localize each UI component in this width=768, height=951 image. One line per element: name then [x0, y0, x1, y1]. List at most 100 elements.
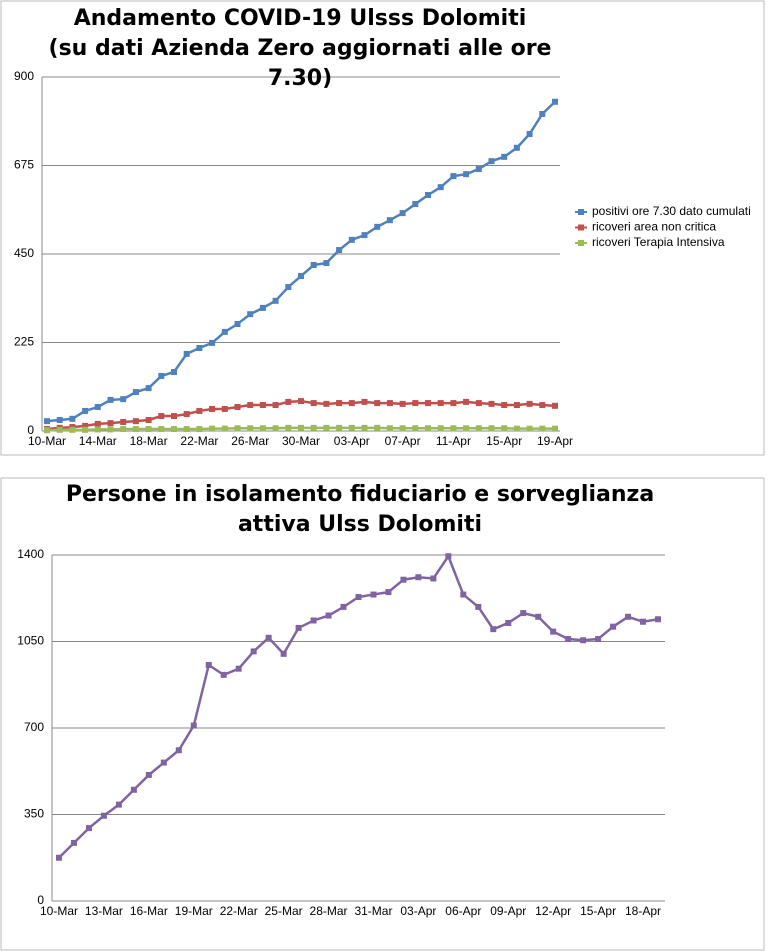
- data-point: [280, 650, 287, 657]
- data-point: [247, 402, 254, 409]
- data-point: [355, 594, 362, 601]
- data-point: [145, 426, 152, 433]
- data-point: [565, 636, 572, 643]
- data-point: [445, 553, 452, 560]
- data-point: [336, 424, 343, 431]
- data-point: [265, 634, 272, 641]
- data-point: [655, 616, 661, 623]
- data-point: [552, 425, 558, 432]
- y-tick-label: 0: [37, 893, 44, 907]
- data-point: [450, 425, 457, 432]
- data-point: [94, 420, 101, 427]
- chart-frame: [0, 0, 765, 456]
- data-point: [183, 411, 190, 418]
- data-point: [370, 591, 377, 598]
- data-point: [250, 648, 257, 655]
- data-point: [552, 402, 558, 409]
- y-tick-label: 0: [27, 423, 34, 437]
- data-point: [399, 210, 406, 217]
- data-point: [70, 839, 77, 846]
- data-point: [463, 171, 470, 178]
- data-point: [625, 613, 632, 620]
- legend-label: positivi ore 7.30 dato cumulati: [592, 204, 751, 218]
- data-point: [235, 665, 242, 672]
- data-point: [526, 425, 533, 432]
- x-tick-label: 10-Mar: [40, 904, 78, 918]
- data-point: [539, 402, 546, 409]
- y-tick-label: 350: [24, 807, 44, 821]
- data-point: [415, 574, 422, 581]
- data-point: [85, 825, 92, 832]
- x-tick-label: 26-Mar: [231, 434, 269, 448]
- y-tick-label: 1050: [17, 634, 44, 648]
- data-point: [221, 328, 228, 335]
- data-point: [209, 339, 216, 346]
- data-point: [437, 400, 444, 407]
- data-point: [158, 426, 165, 433]
- data-point: [386, 217, 393, 224]
- data-point: [501, 402, 508, 409]
- x-tick-label: 18-Apr: [625, 904, 661, 918]
- data-point: [374, 400, 381, 407]
- data-point: [82, 422, 89, 429]
- x-tick-label: 25-Mar: [265, 904, 303, 918]
- data-point: [94, 404, 101, 411]
- data-point: [488, 158, 495, 165]
- data-point: [526, 400, 533, 407]
- x-tick-label: 15-Apr: [580, 904, 616, 918]
- data-point: [580, 637, 587, 644]
- chart-subtitle: (su dati Azienda Zero aggiornati alle or…: [48, 36, 552, 91]
- data-point: [374, 424, 381, 431]
- data-point: [450, 173, 457, 180]
- data-point: [513, 402, 520, 409]
- data-point: [463, 425, 470, 432]
- data-point: [325, 612, 332, 619]
- data-point: [348, 424, 355, 431]
- data-point: [44, 427, 50, 434]
- y-tick-label: 700: [24, 720, 44, 734]
- y-tick-label: 225: [14, 335, 34, 349]
- data-point: [385, 589, 392, 596]
- x-tick-label: 06-Apr: [445, 904, 481, 918]
- y-tick-label: 1400: [17, 547, 44, 561]
- data-point: [374, 223, 381, 230]
- data-point: [69, 426, 76, 433]
- data-point: [44, 418, 50, 425]
- data-point: [171, 413, 177, 420]
- data-point: [552, 98, 558, 105]
- data-point: [361, 424, 368, 431]
- data-point: [526, 131, 533, 138]
- series-line: [46, 100, 556, 423]
- data-point: [196, 426, 203, 433]
- x-tick-label: 15-Apr: [486, 434, 522, 448]
- data-point: [209, 425, 216, 432]
- data-point: [82, 426, 89, 433]
- data-point: [120, 418, 127, 425]
- data-point: [348, 400, 355, 407]
- x-tick-label: 09-Apr: [490, 904, 526, 918]
- data-point: [100, 812, 107, 819]
- data-point: [400, 576, 407, 583]
- chart-frame: [0, 477, 765, 951]
- data-point: [171, 426, 177, 433]
- data-point: [94, 426, 101, 433]
- y-tick-label: 900: [14, 69, 34, 83]
- data-point: [183, 426, 190, 433]
- x-tick-label: 07-Apr: [385, 434, 421, 448]
- data-point: [247, 425, 254, 432]
- data-point: [348, 236, 355, 243]
- chart-title: Persone in isolamento fiduciario e sorve…: [65, 482, 655, 537]
- data-point: [430, 575, 437, 582]
- data-point: [120, 426, 127, 433]
- y-tick-label: 450: [14, 246, 34, 260]
- data-point: [158, 413, 165, 420]
- y-tick-label: 675: [14, 158, 34, 172]
- data-point: [399, 400, 406, 407]
- series-line: [58, 553, 659, 859]
- data-point: [272, 425, 279, 432]
- data-point: [82, 407, 89, 414]
- x-tick-label: 18-Mar: [130, 434, 168, 448]
- data-point: [425, 425, 431, 432]
- data-point: [175, 747, 182, 754]
- data-point: [361, 398, 368, 405]
